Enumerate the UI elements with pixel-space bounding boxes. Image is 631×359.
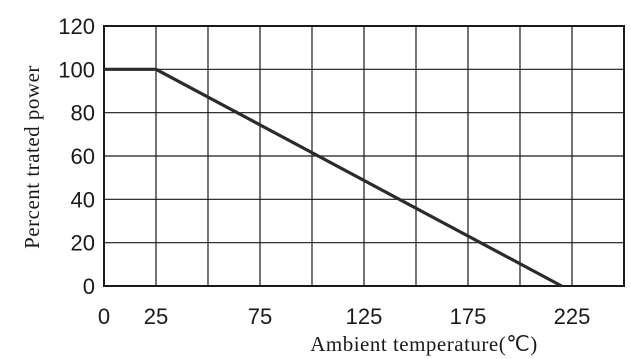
x-tick-labels: 0 25 75 125 175 225 xyxy=(98,304,590,329)
x-tick-label: 75 xyxy=(248,304,272,329)
x-tick-label: 225 xyxy=(554,304,591,329)
y-tick-label: 80 xyxy=(71,101,95,126)
y-tick-label: 40 xyxy=(71,187,95,212)
y-tick-label: 0 xyxy=(83,274,95,299)
y-axis-label: Percent trated power xyxy=(20,65,44,249)
y-tick-label: 100 xyxy=(58,57,95,82)
chart-grid xyxy=(103,25,625,287)
x-tick-label: 25 xyxy=(144,304,168,329)
y-tick-label: 20 xyxy=(71,231,95,256)
y-tick-label: 120 xyxy=(58,14,95,39)
series-layer xyxy=(104,67,563,288)
y-tick-label: 60 xyxy=(71,144,95,169)
x-tick-label: 125 xyxy=(346,304,383,329)
plot-border xyxy=(103,25,625,287)
x-axis-label: Ambient temperature(℃) xyxy=(310,332,538,356)
x-tick-label: 0 xyxy=(98,304,110,329)
y-tick-labels: 0 20 40 60 80 100 120 xyxy=(58,14,95,299)
x-tick-label: 175 xyxy=(450,304,487,329)
plot-frame xyxy=(103,25,625,287)
series-line-0 xyxy=(104,67,563,288)
